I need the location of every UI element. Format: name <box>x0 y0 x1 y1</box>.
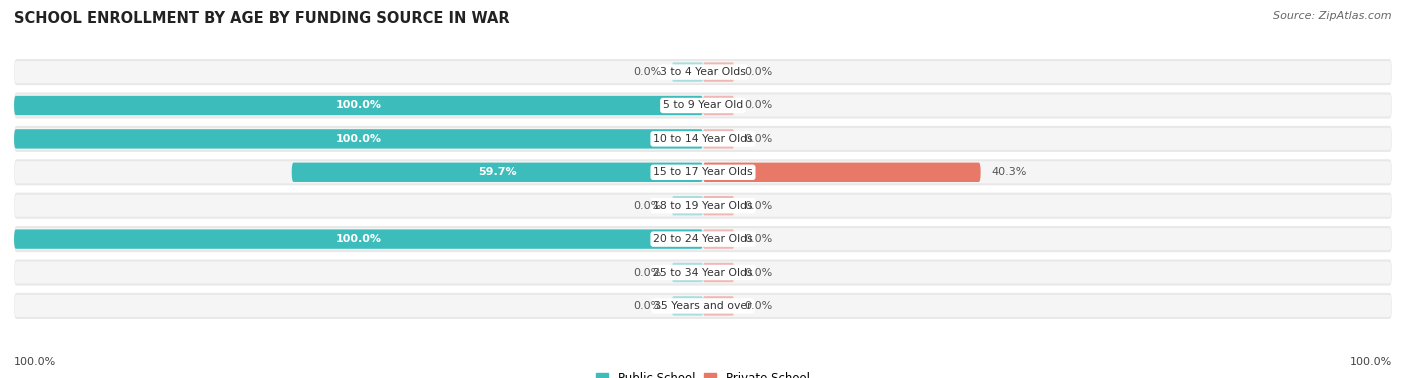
Text: 100.0%: 100.0% <box>1350 357 1392 367</box>
FancyBboxPatch shape <box>14 129 703 149</box>
FancyBboxPatch shape <box>14 228 1392 250</box>
Text: 5 to 9 Year Old: 5 to 9 Year Old <box>662 101 744 110</box>
Text: 100.0%: 100.0% <box>336 234 381 244</box>
FancyBboxPatch shape <box>14 161 1392 183</box>
Text: 100.0%: 100.0% <box>336 101 381 110</box>
FancyBboxPatch shape <box>672 296 703 316</box>
Text: 59.7%: 59.7% <box>478 167 516 177</box>
FancyBboxPatch shape <box>703 129 734 149</box>
Text: 0.0%: 0.0% <box>744 201 772 211</box>
FancyBboxPatch shape <box>703 163 980 182</box>
FancyBboxPatch shape <box>14 195 1392 217</box>
Text: 0.0%: 0.0% <box>634 201 662 211</box>
Text: 0.0%: 0.0% <box>634 268 662 277</box>
FancyBboxPatch shape <box>703 96 734 115</box>
Text: 0.0%: 0.0% <box>744 301 772 311</box>
FancyBboxPatch shape <box>14 259 1392 285</box>
Text: 0.0%: 0.0% <box>744 67 772 77</box>
FancyBboxPatch shape <box>14 226 1392 252</box>
FancyBboxPatch shape <box>703 229 734 249</box>
FancyBboxPatch shape <box>14 93 1392 119</box>
Text: 15 to 17 Year Olds: 15 to 17 Year Olds <box>654 167 752 177</box>
FancyBboxPatch shape <box>703 62 734 82</box>
Text: 0.0%: 0.0% <box>744 234 772 244</box>
FancyBboxPatch shape <box>703 296 734 316</box>
Text: 25 to 34 Year Olds: 25 to 34 Year Olds <box>654 268 752 277</box>
Text: 10 to 14 Year Olds: 10 to 14 Year Olds <box>654 134 752 144</box>
FancyBboxPatch shape <box>14 94 1392 116</box>
FancyBboxPatch shape <box>14 262 1392 284</box>
FancyBboxPatch shape <box>672 62 703 82</box>
Text: 40.3%: 40.3% <box>991 167 1026 177</box>
Text: 35 Years and over: 35 Years and over <box>654 301 752 311</box>
FancyBboxPatch shape <box>14 61 1392 83</box>
Text: 100.0%: 100.0% <box>336 134 381 144</box>
FancyBboxPatch shape <box>14 293 1392 319</box>
FancyBboxPatch shape <box>14 96 703 115</box>
Text: 0.0%: 0.0% <box>744 101 772 110</box>
Text: 3 to 4 Year Olds: 3 to 4 Year Olds <box>659 67 747 77</box>
FancyBboxPatch shape <box>14 159 1392 185</box>
FancyBboxPatch shape <box>703 263 734 282</box>
FancyBboxPatch shape <box>14 229 703 249</box>
Text: 0.0%: 0.0% <box>634 301 662 311</box>
FancyBboxPatch shape <box>14 128 1392 150</box>
Text: Source: ZipAtlas.com: Source: ZipAtlas.com <box>1274 11 1392 21</box>
Text: 20 to 24 Year Olds: 20 to 24 Year Olds <box>654 234 752 244</box>
FancyBboxPatch shape <box>672 263 703 282</box>
FancyBboxPatch shape <box>14 193 1392 219</box>
Text: SCHOOL ENROLLMENT BY AGE BY FUNDING SOURCE IN WAR: SCHOOL ENROLLMENT BY AGE BY FUNDING SOUR… <box>14 11 510 26</box>
FancyBboxPatch shape <box>703 196 734 215</box>
FancyBboxPatch shape <box>14 295 1392 317</box>
FancyBboxPatch shape <box>14 59 1392 85</box>
Text: 18 to 19 Year Olds: 18 to 19 Year Olds <box>654 201 752 211</box>
FancyBboxPatch shape <box>291 163 703 182</box>
Text: 0.0%: 0.0% <box>634 67 662 77</box>
Text: 0.0%: 0.0% <box>744 134 772 144</box>
FancyBboxPatch shape <box>14 126 1392 152</box>
FancyBboxPatch shape <box>672 196 703 215</box>
Text: 100.0%: 100.0% <box>14 357 56 367</box>
Text: 0.0%: 0.0% <box>744 268 772 277</box>
Legend: Public School, Private School: Public School, Private School <box>592 367 814 378</box>
